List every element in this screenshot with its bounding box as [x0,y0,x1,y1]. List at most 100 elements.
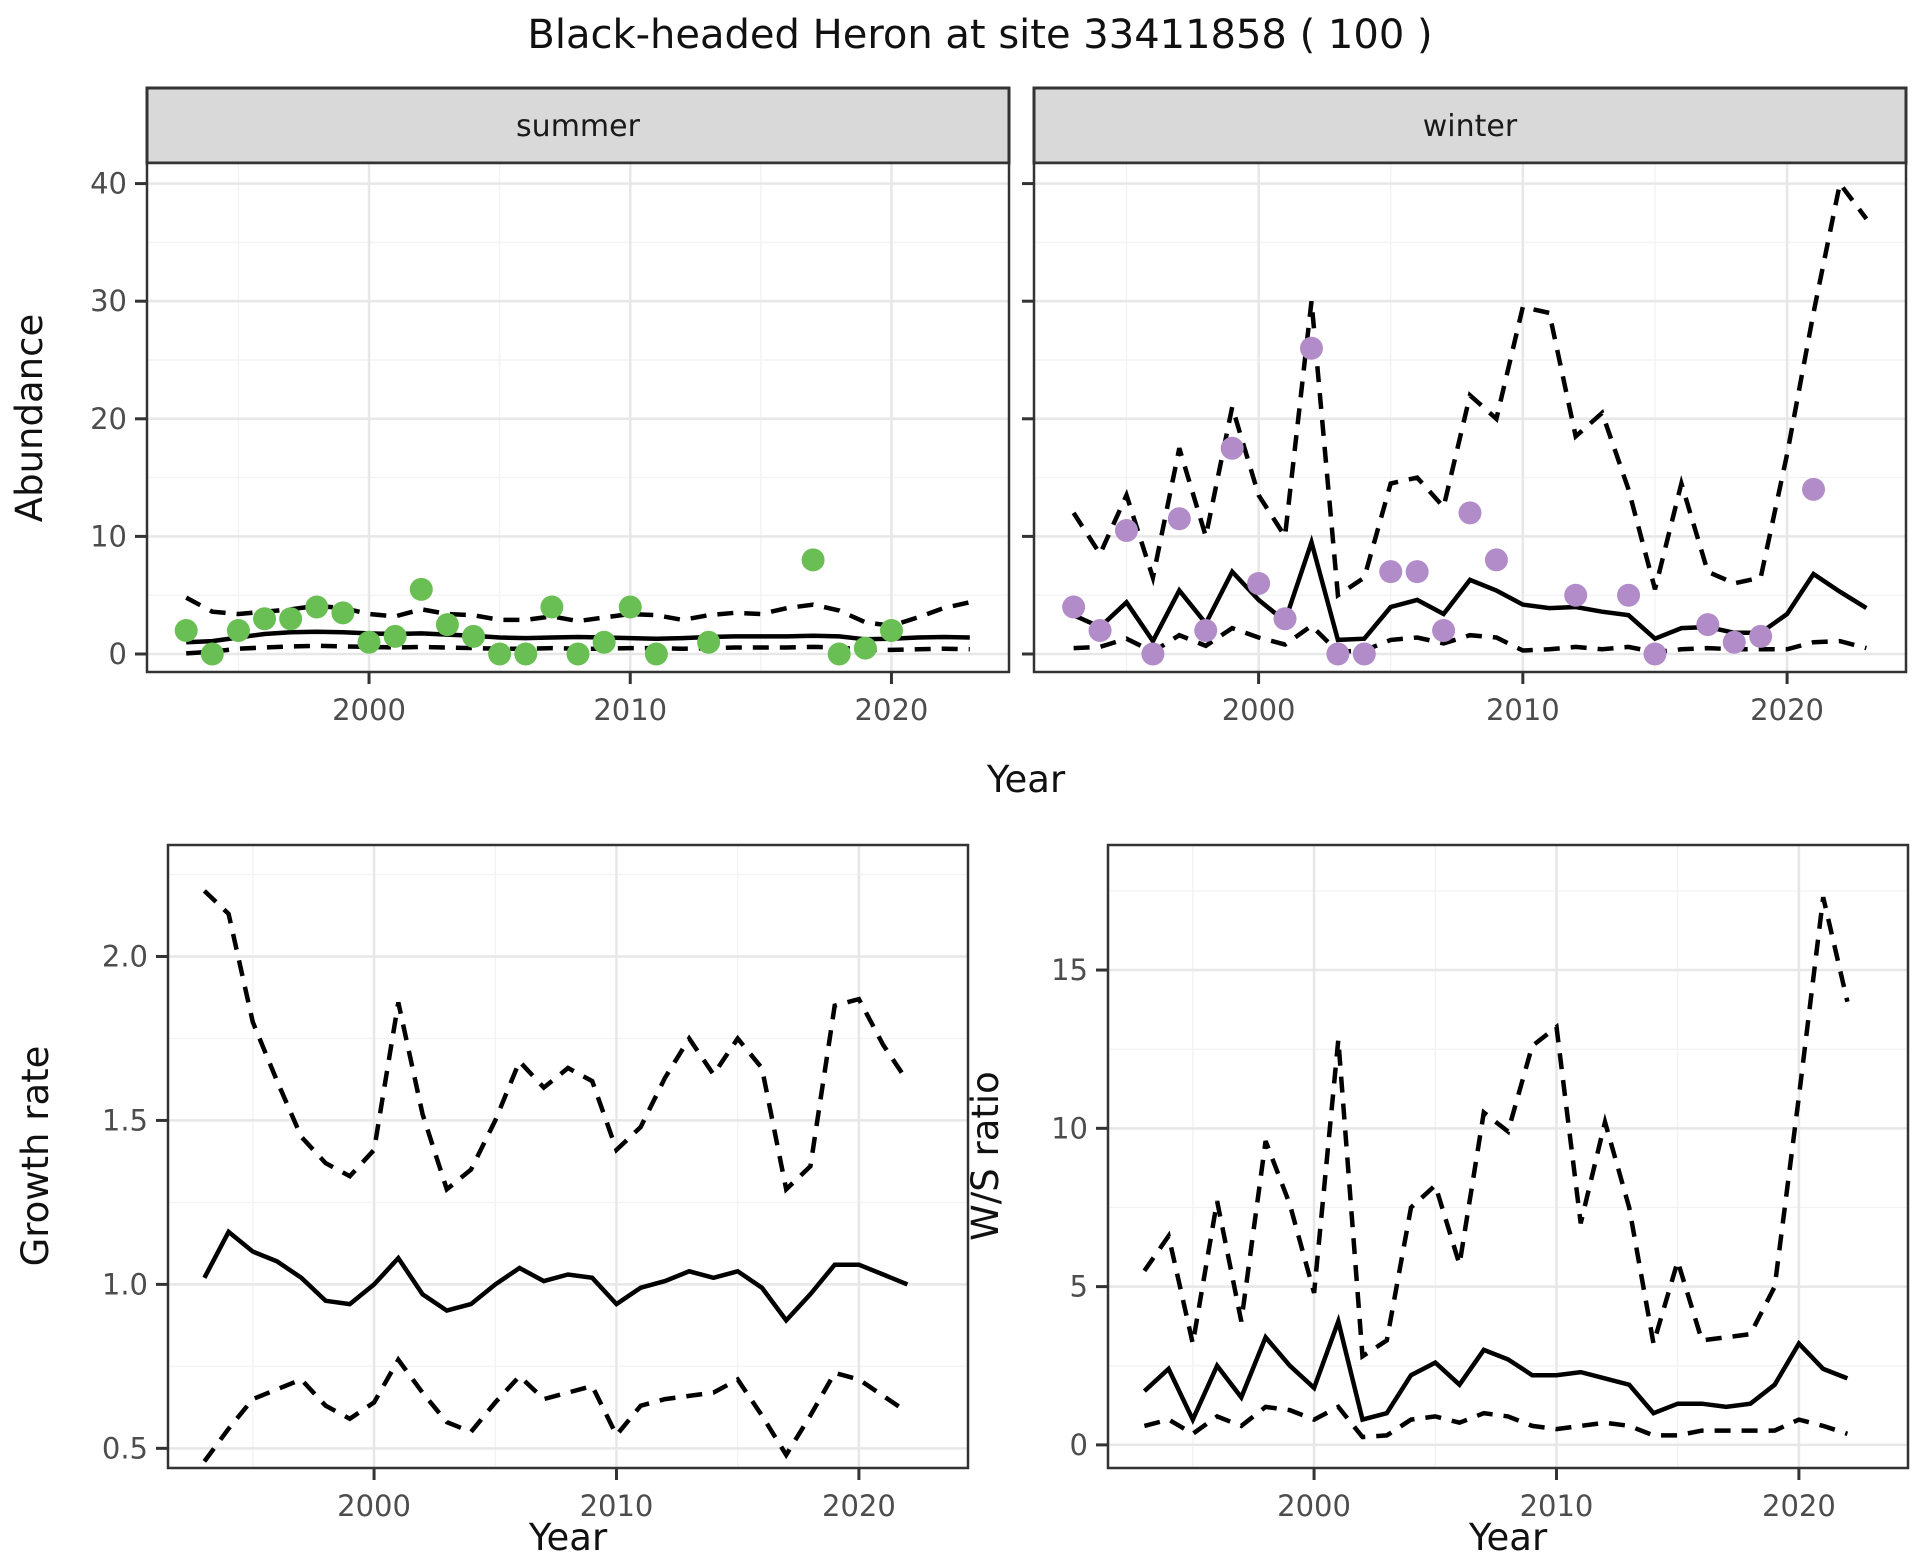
fitted-mean-line [186,629,970,645]
y-axis-title-abundance: Abundance [8,314,51,522]
x-tick-label: 2020 [1750,693,1824,727]
x-tick-label: 2000 [332,693,406,727]
upper-ci-line [185,595,971,629]
observed-point [226,618,250,642]
observed-point [1484,548,1508,572]
y-tick-label: 20 [90,402,127,436]
facet-strip-winter-box [1032,86,1908,165]
panel-border [1106,843,1910,1470]
x-axis-title-year-bottom-left: Year [528,1516,608,1559]
observed-point [435,613,459,637]
y-tick-label: 1.5 [102,1103,148,1137]
observed-point [279,607,303,631]
panel-abundance-summer: 2000 2010 2020 0 10 20 30 40 [90,161,1011,727]
lower-ci-line [1143,1404,1849,1440]
y-tick-label: 0.5 [102,1431,148,1465]
figure-title: Black-headed Heron at site 33411858 ( 10… [527,12,1432,58]
observed-point [1432,618,1456,642]
panel-growth-rate: 2000 2010 2020 0.5 1.0 1.5 2.0 [102,843,970,1523]
upper-ci-line [1071,178,1869,600]
observed-point [592,630,616,654]
observed-point [1114,519,1138,543]
x-tick-label: 2020 [855,693,929,727]
observed-point [1299,336,1323,360]
y-tick-label: 5 [1070,1270,1088,1304]
observed-point [200,642,224,666]
y-axis-title-growth-rate: Growth rate [14,1046,57,1267]
observed-point [697,630,721,654]
observed-point [853,636,877,660]
y-tick-label: 15 [1051,953,1088,987]
observed-point [1088,618,1112,642]
x-tick-label: 2010 [593,693,667,727]
x-axis-title-year-top: Year [986,758,1066,801]
observed-point [618,595,642,619]
observed-point [1643,642,1667,666]
observed-point [253,607,277,631]
y-tick-label: 10 [1051,1111,1088,1145]
x-tick-label: 2010 [580,1489,654,1523]
y-axis-title-ws-ratio: W/S ratio [964,1071,1007,1241]
facet-strip-winter-label: winter [1423,109,1518,144]
y-tick-label: 1.0 [102,1267,148,1301]
observed-point [331,601,355,625]
observed-point [1722,630,1746,654]
observed-point [1802,477,1826,501]
y-tick-label: 10 [90,519,127,553]
observed-point [827,642,851,666]
x-tick-label: 2010 [1486,693,1560,727]
observed-point [801,548,825,572]
observed-point [462,624,486,648]
fitted-mean-line [1142,1313,1849,1425]
facet-strip-winter: winter [1032,86,1908,165]
observed-point [540,595,564,619]
y-tick-label: 2.0 [102,939,148,973]
observed-point [1194,618,1218,642]
facet-strip-summer: summer [145,86,1011,165]
observed-point [879,618,903,642]
panel-ws-ratio: 2000 2010 2020 0 5 10 15 [1051,843,1910,1523]
upper-ci-line [202,889,910,1194]
observed-point [1458,501,1482,525]
upper-ci-line [1142,896,1850,1361]
observed-point [1062,595,1086,619]
panel-background [168,845,968,1468]
facet-strip-summer-box [145,86,1011,165]
x-tick-label: 2010 [1520,1489,1594,1523]
observed-point [1405,560,1429,584]
x-tick-label: 2000 [337,1489,411,1523]
observed-point [357,630,381,654]
x-axis-title-year-bottom-right: Year [1468,1516,1548,1559]
observed-point [1247,571,1271,595]
observed-point [1273,607,1297,631]
y-tick-label: 0 [1070,1428,1088,1462]
x-tick-label: 2020 [1762,1489,1836,1523]
lower-ci-line [202,1355,909,1463]
observed-point [1167,507,1191,531]
observed-point [1326,642,1350,666]
y-tick-label: 0 [109,637,127,671]
observed-point [644,642,668,666]
observed-point [566,642,590,666]
panel-background [1108,845,1908,1468]
panel-abundance-winter: 2000 2010 2020 [1022,161,1908,727]
x-tick-label: 2000 [1277,1489,1351,1523]
observed-point [409,577,433,601]
panel-background [147,163,1009,672]
facet-strip-summer-label: summer [516,109,641,144]
x-tick-label: 2020 [822,1489,896,1523]
observed-point [514,642,538,666]
panel-border [166,843,970,1470]
observed-point [1352,642,1376,666]
observed-point [174,618,198,642]
x-tick-label: 2000 [1222,693,1296,727]
y-tick-label: 40 [90,167,127,201]
y-tick-label: 30 [90,284,127,318]
observed-point [1749,624,1773,648]
observed-point [1564,583,1588,607]
observed-point [1220,436,1244,460]
observed-point [1141,642,1165,666]
observed-point [1696,613,1720,637]
